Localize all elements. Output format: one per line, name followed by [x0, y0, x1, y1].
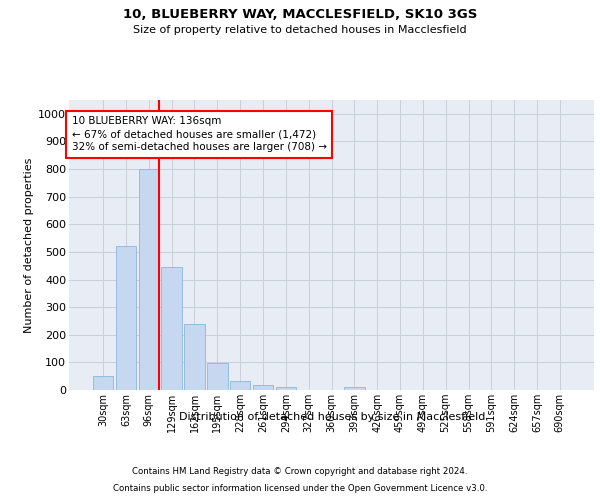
Text: 10, BLUEBERRY WAY, MACCLESFIELD, SK10 3GS: 10, BLUEBERRY WAY, MACCLESFIELD, SK10 3G…: [123, 8, 477, 20]
Bar: [93, 376, 113, 390]
Bar: [253, 386, 273, 390]
Bar: [139, 169, 159, 390]
Bar: [184, 324, 205, 390]
Bar: [116, 246, 136, 390]
Text: 10 BLUEBERRY WAY: 136sqm
← 67% of detached houses are smaller (1,472)
32% of sem: 10 BLUEBERRY WAY: 136sqm ← 67% of detach…: [71, 116, 326, 152]
Text: Contains HM Land Registry data © Crown copyright and database right 2024.: Contains HM Land Registry data © Crown c…: [132, 468, 468, 476]
Bar: [230, 381, 250, 390]
Bar: [161, 267, 182, 390]
Bar: [275, 387, 296, 390]
Text: Size of property relative to detached houses in Macclesfield: Size of property relative to detached ho…: [133, 25, 467, 35]
Bar: [344, 387, 365, 390]
Y-axis label: Number of detached properties: Number of detached properties: [24, 158, 34, 332]
Text: Distribution of detached houses by size in Macclesfield: Distribution of detached houses by size …: [179, 412, 485, 422]
Text: Contains public sector information licensed under the Open Government Licence v3: Contains public sector information licen…: [113, 484, 487, 493]
Bar: [207, 363, 227, 390]
